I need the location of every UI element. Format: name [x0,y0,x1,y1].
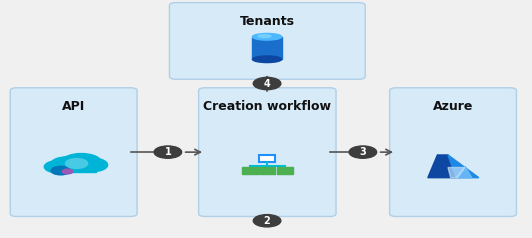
Circle shape [44,161,72,173]
Circle shape [51,166,70,175]
Bar [277,167,293,174]
Circle shape [51,157,85,172]
FancyBboxPatch shape [198,88,336,217]
Ellipse shape [253,56,281,63]
Bar [259,167,275,174]
Circle shape [253,77,281,90]
Circle shape [77,158,107,172]
Text: Azure: Azure [433,100,473,113]
FancyBboxPatch shape [10,88,137,217]
Polygon shape [448,168,465,178]
Bar [52,165,96,172]
Text: API: API [62,100,85,113]
Text: Tenants: Tenants [240,15,295,28]
FancyBboxPatch shape [389,88,517,217]
Ellipse shape [253,34,281,40]
Polygon shape [456,166,472,178]
Text: 1: 1 [164,147,171,157]
Text: 3: 3 [360,147,366,157]
Text: 4: 4 [264,79,270,89]
Text: 2: 2 [264,216,270,226]
Circle shape [65,159,88,169]
Circle shape [154,146,181,158]
Bar [242,167,257,174]
Polygon shape [448,155,479,178]
Circle shape [349,146,377,158]
FancyBboxPatch shape [169,3,365,79]
Text: Creation workflow: Creation workflow [203,100,331,113]
Bar [253,37,281,59]
Circle shape [62,169,73,174]
Bar [259,155,275,162]
Ellipse shape [258,35,271,38]
Polygon shape [428,155,456,178]
Circle shape [253,215,281,227]
Circle shape [61,154,102,172]
